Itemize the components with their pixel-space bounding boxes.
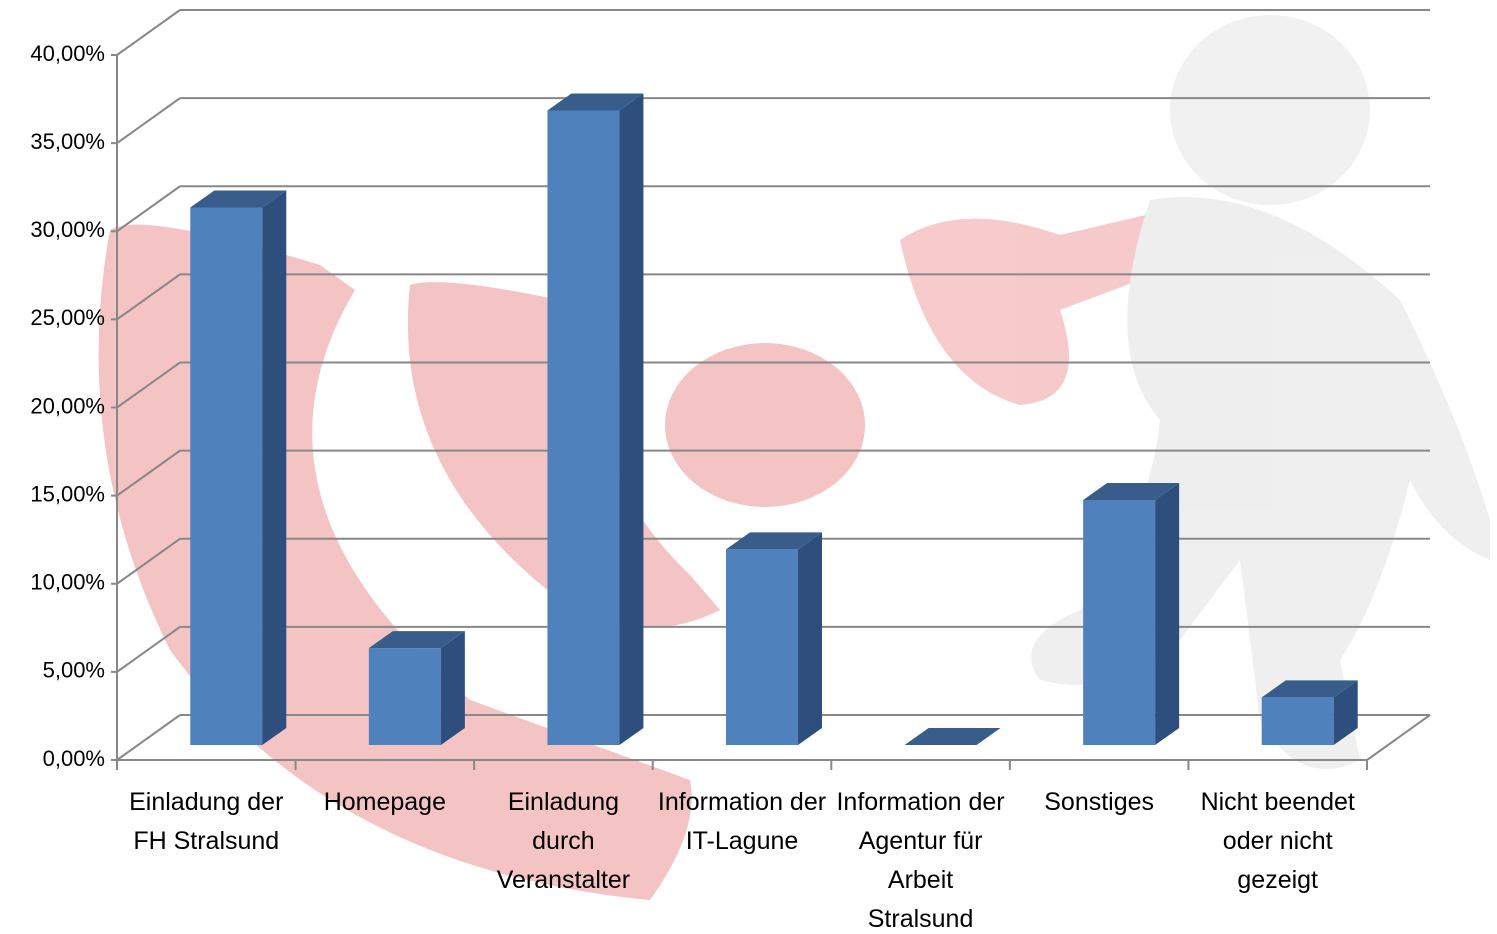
- bar: [1261, 680, 1358, 745]
- x-tick-label: Einladung durch Veranstalter: [496, 788, 631, 894]
- y-tick-label: 5,00%: [43, 658, 105, 683]
- y-tick-label: 20,00%: [30, 393, 105, 418]
- bar-side: [1333, 680, 1358, 745]
- x-tick-label: Homepage: [323, 788, 446, 816]
- bar-top: [726, 532, 822, 550]
- grid-line: [116, 273, 181, 321]
- bar-side: [262, 190, 287, 745]
- grid-line: [116, 626, 181, 673]
- bar-side: [1155, 483, 1180, 745]
- floor-right: [1366, 714, 1431, 761]
- grid-line: [116, 714, 181, 761]
- grid-line: [116, 185, 181, 233]
- bar-side: [440, 631, 465, 745]
- background-illustration: [98, 15, 1490, 900]
- bar: [904, 728, 1001, 745]
- grid-line: [116, 361, 181, 409]
- y-tick-label: 0,00%: [43, 746, 105, 771]
- y-tick-label: 35,00%: [30, 129, 105, 154]
- bar: [726, 532, 822, 745]
- x-tick-label: Information der Agentur für Arbeit Stral…: [836, 788, 1005, 933]
- bar-front: [1083, 500, 1156, 745]
- bar-top: [904, 728, 1001, 745]
- x-tick-label: Information der IT-Lagune: [657, 788, 827, 855]
- bar-front: [726, 549, 798, 745]
- bar: [547, 93, 644, 745]
- grid-line: [116, 97, 181, 144]
- bar-side: [619, 93, 644, 745]
- bar-top: [1083, 483, 1180, 501]
- bar-front: [1261, 697, 1334, 745]
- y-tick-label: 30,00%: [30, 217, 105, 242]
- grid-line: [116, 449, 181, 497]
- bar-top: [1261, 680, 1358, 698]
- grid-line: [116, 537, 181, 585]
- x-tick-label: Einladung der FH Stralsund: [129, 788, 284, 855]
- bar-front: [190, 207, 263, 745]
- bar-front: [368, 648, 441, 745]
- bar: [1083, 483, 1180, 745]
- bar-side: [798, 532, 822, 745]
- grid-line: [116, 9, 181, 56]
- bar-front: [547, 110, 620, 745]
- x-tick-label: Nicht beendet oder nicht gezeigt: [1200, 788, 1355, 894]
- y-tick-label: 25,00%: [30, 305, 105, 330]
- y-tick-label: 10,00%: [30, 570, 105, 595]
- bar-top: [547, 93, 644, 111]
- x-tick-label: Sonstiges: [1044, 788, 1155, 816]
- bar-top: [190, 190, 287, 208]
- bar: [368, 631, 465, 745]
- bar: [190, 190, 287, 745]
- y-tick-label: 40,00%: [30, 41, 105, 66]
- y-tick-label: 15,00%: [30, 481, 105, 506]
- bar-top: [368, 631, 465, 649]
